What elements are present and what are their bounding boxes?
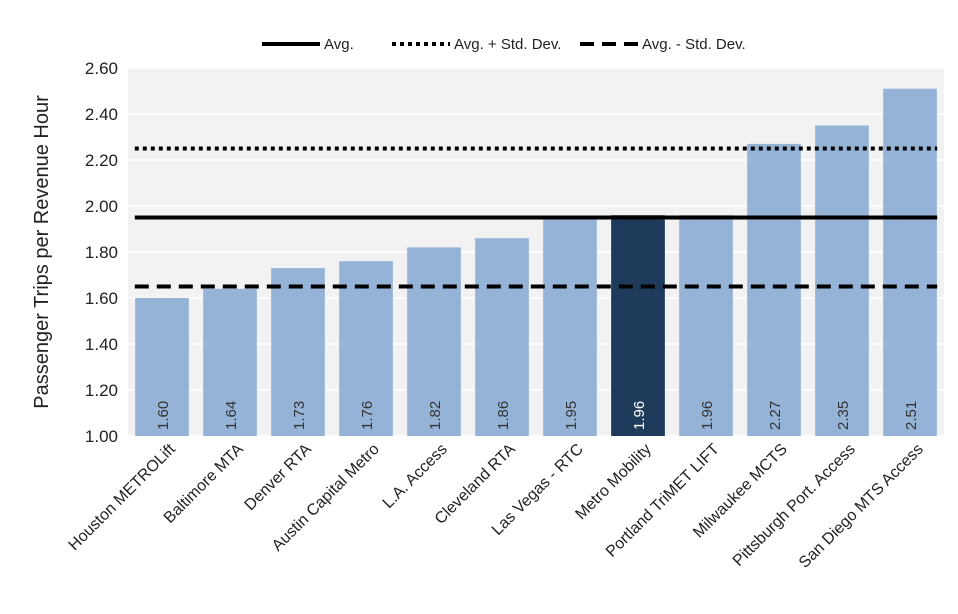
grid-lines <box>128 67 944 437</box>
bar <box>679 215 733 436</box>
bar-value-label: 1.96 <box>699 401 716 430</box>
y-tick-label: 2.00 <box>85 197 118 216</box>
bar <box>543 217 597 436</box>
bar-value-label: 1.86 <box>495 401 512 430</box>
bar <box>475 238 529 436</box>
y-tick-label: 1.80 <box>85 243 118 262</box>
bar-value-label: 1.64 <box>223 401 240 430</box>
y-tick-label: 1.60 <box>85 289 118 308</box>
bar <box>815 125 869 436</box>
bar <box>271 268 325 436</box>
legend: Avg. Avg. + Std. Dev. Avg. - Std. Dev. <box>262 36 746 53</box>
legend-label: Avg. - Std. Dev. <box>642 36 746 53</box>
legend-label: Avg. <box>324 36 354 53</box>
reference-lines <box>134 146 938 289</box>
bar-value-label: 1.82 <box>427 401 444 430</box>
bar <box>407 247 461 436</box>
legend-label: Avg. + Std. Dev. <box>454 36 561 53</box>
bar-value-label: 1.60 <box>155 401 172 430</box>
y-tick-label: 1.20 <box>85 381 118 400</box>
bar <box>883 88 937 436</box>
bar-value-label: 1.95 <box>563 401 580 430</box>
bar-value-label: 2.35 <box>835 401 852 430</box>
bar-value-label: 2.27 <box>767 401 784 430</box>
bars: 1.60 1.64 1.73 1.76 1.82 1.86 1.95 1.96 1.96 2.27… <box>135 88 937 436</box>
bar <box>135 298 189 436</box>
bar-value-label: 1.73 <box>291 401 308 430</box>
bar <box>339 261 393 436</box>
bar-value-label: 1.76 <box>359 401 376 430</box>
bar-value-label: 1.96 <box>631 401 648 430</box>
y-tick-label: 1.40 <box>85 335 118 354</box>
bar <box>747 143 801 436</box>
bar <box>203 288 257 436</box>
y-tick-label: 1.00 <box>85 427 118 446</box>
bar <box>611 215 665 436</box>
y-axis-title: Passenger Trips per Revenue Hour <box>31 95 53 409</box>
y-tick-label: 2.60 <box>85 59 118 78</box>
bar-value-label: 2.51 <box>903 401 920 430</box>
y-tick-label: 2.20 <box>85 151 118 170</box>
y-axis-ticks: 1.00 1.20 1.40 1.60 1.80 2.00 2.20 2.40 2.60 <box>85 59 118 446</box>
y-tick-label: 2.40 <box>85 105 118 124</box>
